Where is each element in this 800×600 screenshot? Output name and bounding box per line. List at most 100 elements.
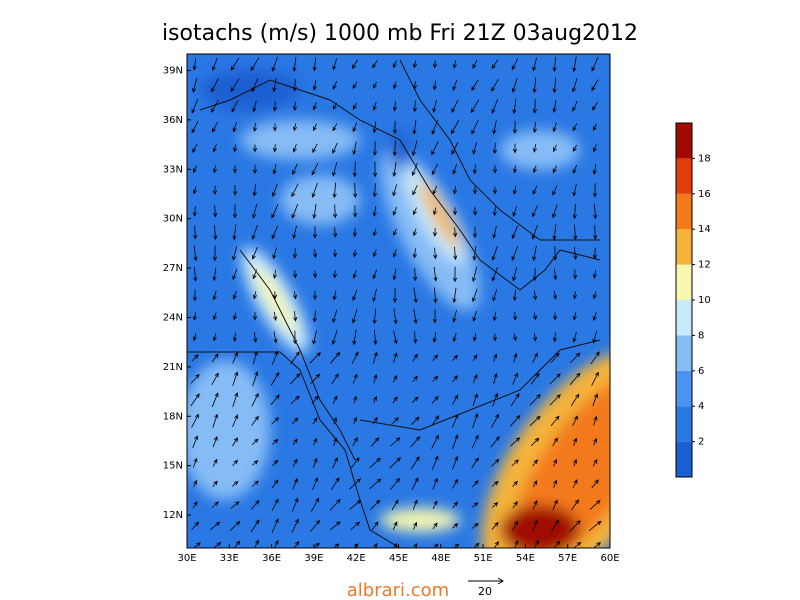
wind-arrow [271,518,279,534]
wind-arrow [511,245,519,261]
wind-arrow [593,415,598,426]
wind-arrow [213,541,222,548]
wind-arrow [352,436,358,447]
wind-arrow [389,457,401,469]
wind-arrow [232,437,238,447]
wind-arrow [411,162,418,177]
wind-arrow [512,267,518,282]
wind-arrow [452,310,457,323]
wind-arrow [331,329,338,345]
wind-arrow [452,186,458,195]
wind-arrow [349,499,362,510]
wind-arrow [353,395,358,404]
wind-arrow [272,269,277,280]
wind-arrow [252,100,257,113]
wind-arrow [352,81,358,89]
wind-arrow [412,228,417,237]
wind-arrow [592,270,597,279]
wind-arrow [412,353,418,362]
colorbar-band [676,123,692,159]
wind-arrow [514,539,519,548]
wind-arrow [412,248,417,259]
wind-arrow [431,119,439,135]
wind-arrow [591,479,599,489]
wind-arrow [573,246,578,261]
wind-arrow [432,185,438,195]
wind-arrow [472,333,477,342]
wind-arrow [292,477,298,490]
wind-arrow [192,501,198,509]
wind-arrow [372,249,377,258]
wind-arrow [292,123,298,132]
wind-arrow [232,312,238,321]
y-tick-label: 15N [163,461,183,472]
wind-arrow [532,267,538,282]
wind-arrow [190,373,200,384]
wind-arrow [352,269,357,279]
wind-arrow [192,311,197,321]
wind-arrow [252,184,257,197]
wind-arrow [332,123,338,132]
wind-arrow [552,224,557,241]
wind-arrow [212,144,217,153]
wind-arrow [432,375,439,382]
wind-arrow [372,102,377,111]
reference-vector: 20 [468,577,504,598]
wind-arrow [352,102,358,110]
wind-arrow [293,540,300,548]
wind-arrow [212,267,217,282]
colorbar-band [676,406,692,442]
wind-arrow [272,78,277,93]
wind-arrow [412,375,418,382]
wind-arrow [254,539,259,548]
wind-arrow [332,290,337,301]
wind-arrow [333,416,337,425]
wind-arrow [572,291,578,300]
wind-arrow [292,225,297,240]
wind-arrow [392,374,398,383]
x-tick-label: 48E [431,553,450,564]
wind-arrow [492,120,497,135]
wind-arrow [593,225,598,240]
wind-arrow [271,204,279,219]
wind-arrow [452,266,458,283]
wind-arrow [193,245,198,262]
wind-arrow [550,352,560,363]
wind-arrow [530,372,540,385]
wind-arrow [332,162,338,177]
wind-arrow [332,457,338,469]
wind-arrow [569,520,581,532]
wind-arrow [512,98,517,115]
wind-arrow [392,268,397,281]
x-tick-label: 45E [389,553,408,564]
wind-arrow [291,183,299,198]
wind-arrow [212,333,217,342]
wind-arrow [252,312,258,321]
wind-arrow [292,163,298,175]
wind-arrow [191,413,199,428]
wind-arrow [392,184,398,197]
wind-arrow [251,246,258,260]
wind-arrow [250,57,260,72]
wind-arrow [532,99,537,114]
wind-arrow [272,438,279,445]
wind-arrow [531,205,538,218]
wind-arrow [432,477,438,490]
wind-arrow [293,311,298,322]
wind-arrow [572,203,577,220]
x-tick-label: 57E [558,553,577,564]
wind-arrow [549,394,561,406]
wind-arrow [592,144,597,153]
wind-arrow [271,479,279,489]
wind-arrow [372,228,377,237]
wind-arrow [431,434,439,449]
wind-arrow [592,101,598,111]
wind-arrow [491,78,499,92]
wind-arrow [372,140,378,156]
wind-arrow [372,269,378,280]
footer: albrari.com [347,580,449,600]
wind-arrow [493,372,498,385]
colorbar-label: 16 [698,189,711,200]
wind-arrow [413,331,418,344]
wind-arrow [352,161,357,178]
